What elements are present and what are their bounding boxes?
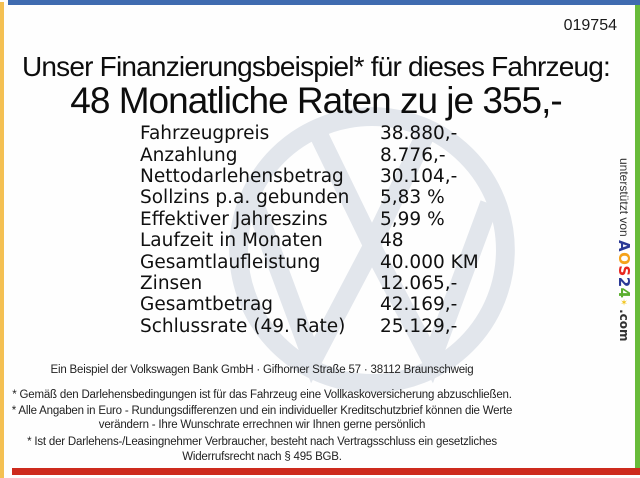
frame-left-bar bbox=[0, 2, 4, 478]
row-value: 42.169,- bbox=[380, 294, 458, 316]
row-label: Schlussrate (49. Rate) bbox=[140, 315, 346, 337]
footnote-3-line2: Widerrufsrecht nach § 495 BGB. bbox=[182, 451, 342, 463]
row-value: 40.000 KM bbox=[380, 251, 479, 273]
row-value: 5,99 % bbox=[380, 208, 445, 230]
row-label: Gesamtbetrag bbox=[140, 294, 274, 316]
row-value: 5,83 % bbox=[380, 187, 445, 209]
table-row: Sollzins p.a. gebunden 5,83 % bbox=[140, 187, 479, 208]
brand-letter: 4 bbox=[615, 287, 633, 299]
brand-letter: O bbox=[615, 252, 633, 266]
footnote-3-line1: * Ist der Darlehens-/Leasingnehmer Verbr… bbox=[27, 436, 497, 448]
star-icon: ✶ bbox=[619, 298, 629, 310]
row-label: Sollzins p.a. gebunden bbox=[140, 187, 350, 209]
row-value: 12.065,- bbox=[380, 272, 458, 294]
row-value: 30.104,- bbox=[380, 165, 458, 187]
supported-by-label: unterstützt von bbox=[617, 158, 631, 241]
financing-table: Fahrzeugpreis 38.880,- Anzahlung 8.776,-… bbox=[140, 123, 479, 337]
table-row: Fahrzeugpreis 38.880,- bbox=[140, 123, 479, 144]
frame-top-bar bbox=[8, 0, 640, 5]
row-value: 25.129,- bbox=[380, 315, 458, 337]
brand-suffix: .com bbox=[617, 309, 631, 342]
row-value: 48 bbox=[380, 230, 404, 252]
table-row: Zinsen 12.065,- bbox=[140, 273, 479, 294]
footnote-1: * Gemäß den Darlehensbedingungen ist für… bbox=[12, 389, 512, 401]
table-row: Gesamtlaufleistung 40.000 KM bbox=[140, 251, 479, 273]
row-label: Gesamtlaufleistung bbox=[140, 251, 321, 273]
footnote-2-line1: * Alle Angaben in Euro - Rundungsdiffere… bbox=[11, 405, 513, 417]
table-row: Anzahlung 8.776,- bbox=[140, 144, 479, 166]
brand-letter: 2 bbox=[615, 276, 633, 288]
table-row: Effektiver Jahreszins 5,99 % bbox=[140, 209, 479, 230]
row-value: 8.776,- bbox=[380, 144, 446, 166]
frame-right-bar bbox=[635, 5, 640, 468]
row-label: Fahrzeugpreis bbox=[140, 123, 270, 145]
row-label: Effektiver Jahreszins bbox=[140, 208, 328, 230]
brand-letter: A bbox=[615, 240, 633, 253]
title-line2: 48 Monatliche Raten zu je 355,- bbox=[70, 80, 562, 121]
row-label: Anzahlung bbox=[140, 144, 238, 166]
brand-letter: S bbox=[615, 265, 633, 277]
vw-logo-icon bbox=[229, 107, 515, 393]
table-row: Nettodarlehensbetrag 30.104,- bbox=[140, 166, 479, 187]
row-label: Zinsen bbox=[140, 272, 203, 294]
footnote-2-line2: verändern - Ihre Wunschrate errechnen wi… bbox=[98, 419, 426, 431]
row-value: 38.880,- bbox=[380, 123, 458, 145]
table-row: Laufzeit in Monaten 48 bbox=[140, 230, 479, 251]
table-row: Gesamtbetrag 42.169,- bbox=[140, 294, 479, 315]
serial-number: 019754 bbox=[563, 17, 617, 34]
title-line1: Unser Finanzierungsbeispiel* für dieses … bbox=[21, 51, 611, 82]
table-row: Schlussrate (49. Rate) 25.129,- bbox=[140, 316, 479, 337]
sidebar-credit: unterstützt von AOS24✶.com bbox=[615, 158, 633, 418]
row-label: Nettodarlehensbetrag bbox=[140, 165, 344, 187]
bank-address: Ein Beispiel der Volkswagen Bank GmbH · … bbox=[50, 364, 474, 376]
row-label: Laufzeit in Monaten bbox=[140, 230, 323, 252]
frame-bottom-bar bbox=[12, 468, 640, 475]
aos24-logo: AOS24✶ bbox=[615, 240, 633, 309]
